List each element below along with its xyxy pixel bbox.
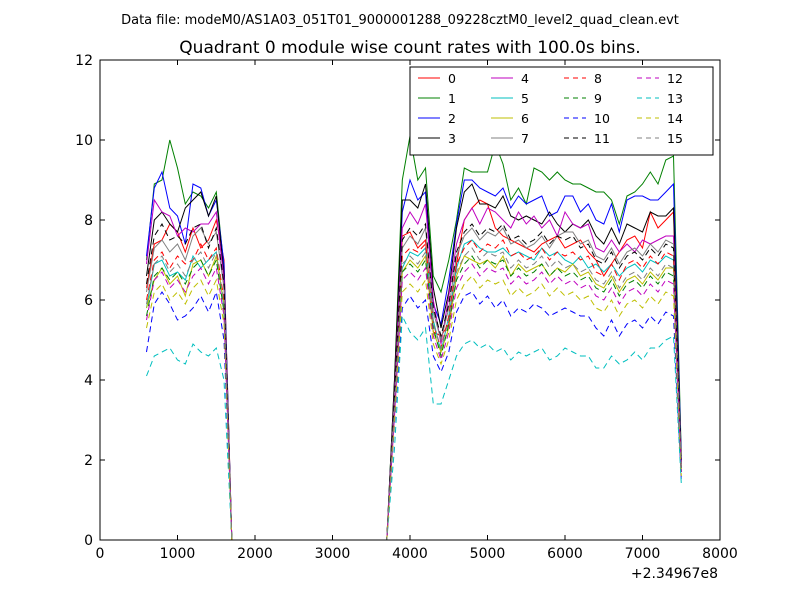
series-line-11 <box>146 222 682 541</box>
series-line-15 <box>146 247 682 541</box>
legend-label-4: 4 <box>521 71 529 86</box>
legend-label-6: 6 <box>521 111 529 126</box>
y-tick-label: 8 <box>84 213 93 229</box>
legend-label-14: 14 <box>667 111 683 126</box>
series-line-4 <box>146 198 682 541</box>
x-tick-label: 3000 <box>315 546 351 562</box>
legend-label-1: 1 <box>448 91 456 106</box>
legend-label-0: 0 <box>448 71 456 86</box>
series-line-3 <box>146 183 682 541</box>
chart-suptitle: Data file: modeM0/AS1A03_051T01_90000012… <box>121 13 679 28</box>
x-tick-label: 5000 <box>470 546 506 562</box>
x-tick-label: 4000 <box>392 546 428 562</box>
y-tick-label: 2 <box>84 453 93 469</box>
legend-label-5: 5 <box>521 91 529 106</box>
legend-label-11: 11 <box>594 131 610 146</box>
y-tick-label: 10 <box>75 133 93 149</box>
legend-frame <box>409 66 714 156</box>
legend-label-3: 3 <box>448 131 456 146</box>
axis-ticks: 0 1000 2000 3000 4000 5000 6000 7000 80000246810… <box>75 53 738 562</box>
series-line-10 <box>146 290 682 541</box>
legend-label-15: 15 <box>667 131 683 146</box>
x-tick-label: 6000 <box>547 546 583 562</box>
legend-label-10: 10 <box>594 111 610 126</box>
series-line-1 <box>146 135 682 541</box>
series-line-12 <box>146 263 682 541</box>
x-tick-label: 1000 <box>160 546 196 562</box>
x-tick-label: 2000 <box>237 546 273 562</box>
x-offset-label: +2.34967e8 <box>631 566 718 582</box>
series-line-8 <box>146 239 682 541</box>
chart-title: Quadrant 0 module wise count rates with … <box>179 38 640 58</box>
series-line-7 <box>146 226 682 541</box>
x-tick-label: 7000 <box>625 546 661 562</box>
legend-label-9: 9 <box>594 91 602 106</box>
y-tick-label: 4 <box>84 373 93 389</box>
y-tick-label: 12 <box>75 53 93 69</box>
x-tick-label: 8000 <box>702 546 738 562</box>
y-tick-label: 6 <box>84 293 93 309</box>
legend-label-2: 2 <box>448 111 456 126</box>
series-line-14 <box>146 275 682 541</box>
legend-label-13: 13 <box>667 91 683 106</box>
plot-lines <box>146 135 682 541</box>
legend-label-12: 12 <box>667 71 683 86</box>
legend-label-7: 7 <box>521 131 529 146</box>
series-line-13 <box>146 314 682 541</box>
y-tick-label: 0 <box>84 533 93 549</box>
x-tick-label: 0 <box>96 546 105 562</box>
series-line-9 <box>146 255 682 541</box>
legend-label-8: 8 <box>594 71 602 86</box>
